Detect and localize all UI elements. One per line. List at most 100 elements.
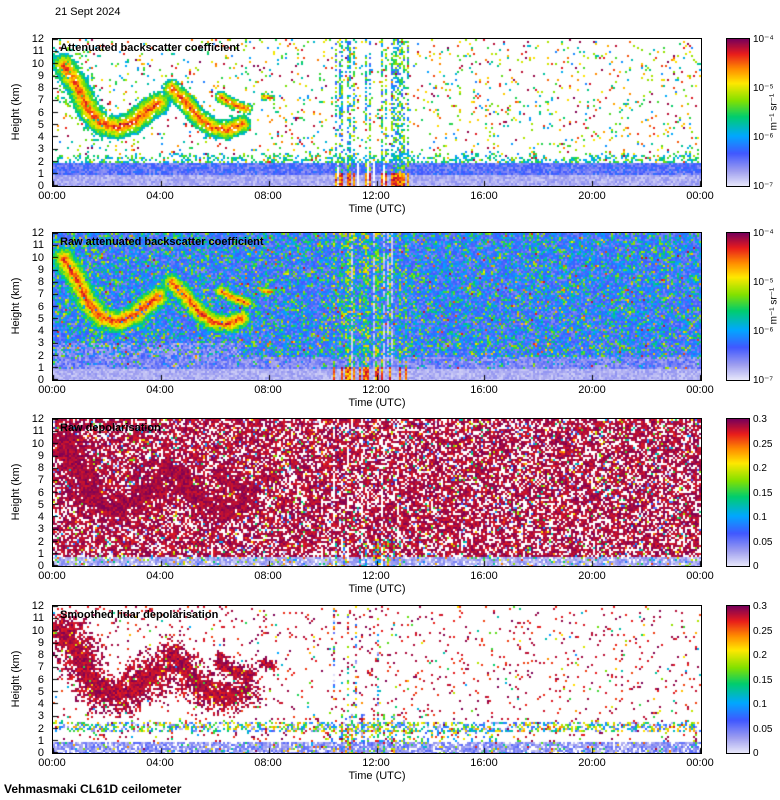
xtick: 12:00 — [362, 384, 390, 396]
ytick: 11 — [32, 612, 44, 625]
heatmap-attenuated-backscatter-canvas — [52, 38, 702, 187]
ytick: 7 — [37, 94, 44, 107]
ytick: 10 — [31, 57, 44, 70]
xtick: 08:00 — [254, 570, 282, 582]
ytick: 4 — [37, 511, 44, 523]
ytick: 5 — [37, 685, 44, 698]
ytick: 9 — [37, 69, 44, 82]
height-ticks: 12 11 10 9 8 7 6 5 4 3 2 1 0 — [0, 600, 46, 759]
ytick: 2 — [37, 535, 44, 548]
ytick: 5 — [37, 498, 44, 511]
ytick: 4 — [37, 131, 44, 143]
ytick: 12 — [31, 227, 44, 239]
ytick: 3 — [37, 523, 44, 536]
colorbar-ticks: 10⁻⁴ 10⁻⁵ 10⁻⁶ 10⁻⁷ — [753, 228, 780, 386]
ytick: 1 — [37, 361, 44, 374]
ytick: 5 — [37, 312, 44, 325]
xtick: 00:00 — [686, 570, 714, 582]
panel-title: Raw depolarisation — [60, 422, 161, 434]
ctick: 0.05 — [753, 723, 773, 735]
height-ticks: 12 11 10 9 8 7 6 5 4 3 2 1 0 — [0, 33, 46, 192]
height-ticks: 12 11 10 9 8 7 6 5 4 3 2 1 0 — [0, 227, 46, 386]
colorbar-canvas — [726, 38, 750, 187]
ytick: 8 — [37, 82, 44, 94]
time-ticks: 00:00 04:00 08:00 12:00 16:00 20:00 00:00 — [38, 384, 714, 398]
ctick: 10⁻⁶ — [753, 132, 774, 143]
ctick: 0 — [753, 748, 759, 759]
colorbar-canvas — [726, 232, 750, 381]
xtick: 00:00 — [38, 384, 66, 396]
ytick: 9 — [37, 636, 44, 649]
ytick: 9 — [37, 263, 44, 276]
ytick: 7 — [37, 288, 44, 301]
xtick: 00:00 — [686, 384, 714, 396]
ytick: 6 — [37, 486, 44, 499]
xtick: 08:00 — [254, 384, 282, 396]
time-axis-label: Time (UTC) — [348, 203, 406, 215]
xtick: 16:00 — [470, 384, 498, 396]
colorbar-ticks: 0.3 0.25 0.2 0.15 0.1 0.05 0 — [753, 601, 780, 759]
xtick: 04:00 — [146, 190, 174, 202]
ctick: 0.3 — [753, 601, 767, 612]
ctick: 0.05 — [753, 536, 773, 548]
ctick: 10⁻⁷ — [753, 181, 774, 192]
time-ticks: 00:00 04:00 08:00 12:00 16:00 20:00 00:00 — [38, 757, 714, 771]
ytick: 6 — [37, 106, 44, 119]
colorbar-ticks: 10⁻⁴ 10⁻⁵ 10⁻⁶ 10⁻⁷ — [753, 34, 780, 192]
ytick: 4 — [37, 325, 44, 337]
xtick: 08:00 — [254, 190, 282, 202]
ytick: 0 — [37, 747, 44, 759]
xtick: 16:00 — [470, 757, 498, 769]
ctick: 0.25 — [753, 438, 773, 450]
xtick: 20:00 — [578, 190, 606, 202]
ctick: 10⁻⁴ — [753, 34, 774, 45]
panel-raw-depolarisation: Raw depolarisation Height (km) 12 11 10 9 8 7… — [0, 413, 780, 612]
ytick: 2 — [37, 722, 44, 735]
xtick: 04:00 — [146, 757, 174, 769]
time-ticks: 00:00 04:00 08:00 12:00 16:00 20:00 00:00 — [38, 190, 714, 204]
xtick: 04:00 — [146, 384, 174, 396]
ytick: 6 — [37, 300, 44, 313]
ytick: 2 — [37, 155, 44, 168]
ytick: 11 — [32, 425, 44, 438]
ytick: 9 — [37, 449, 44, 462]
colorbar-canvas — [726, 605, 750, 754]
height-ticks: 12 11 10 9 8 7 6 5 4 3 2 1 0 — [0, 413, 46, 572]
panel-title: Raw attenuated backscatter coefficient — [60, 236, 264, 248]
ytick: 6 — [37, 673, 44, 686]
ytick: 2 — [37, 349, 44, 362]
panel-smoothed-lidar-depolarisation: Smoothed lidar depolarisation Height (km… — [0, 600, 780, 799]
time-axis-label: Time (UTC) — [348, 770, 406, 782]
xtick: 20:00 — [578, 570, 606, 582]
ytick: 8 — [37, 462, 44, 474]
xtick: 12:00 — [362, 570, 390, 582]
ctick: 10⁻⁷ — [753, 375, 774, 386]
ytick: 12 — [31, 33, 44, 45]
xtick: 00:00 — [686, 190, 714, 202]
panel-attenuated-backscatter: Attenuated backscatter coefficient Heigh… — [0, 33, 780, 232]
colorbar-ticks: 0.3 0.25 0.2 0.15 0.1 0.05 0 — [753, 414, 780, 572]
xtick: 00:00 — [38, 757, 66, 769]
ytick: 4 — [37, 698, 44, 710]
ctick: 10⁻⁶ — [753, 326, 774, 337]
ytick: 12 — [31, 600, 44, 612]
ytick: 3 — [37, 143, 44, 156]
panel-raw-attenuated-backscatter: Raw attenuated backscatter coefficient H… — [0, 227, 780, 426]
xtick: 04:00 — [146, 570, 174, 582]
xtick: 20:00 — [578, 384, 606, 396]
ytick: 8 — [37, 649, 44, 661]
ytick: 11 — [32, 239, 44, 252]
footer-instrument-label: Vehmasmaki CL61D ceilometer — [4, 782, 182, 796]
colorbar-unit-label: m⁻¹ sr⁻¹ — [768, 287, 780, 325]
ytick: 1 — [37, 547, 44, 560]
xtick: 16:00 — [470, 570, 498, 582]
time-axis-label: Time (UTC) — [348, 397, 406, 409]
ctick: 0.1 — [753, 512, 767, 523]
ctick: 10⁻⁵ — [753, 277, 774, 288]
xtick: 00:00 — [38, 190, 66, 202]
ytick: 12 — [31, 413, 44, 425]
xtick: 20:00 — [578, 757, 606, 769]
heatmap-smoothed-lidar-depolarisation-canvas — [52, 605, 702, 754]
ytick: 10 — [31, 251, 44, 264]
